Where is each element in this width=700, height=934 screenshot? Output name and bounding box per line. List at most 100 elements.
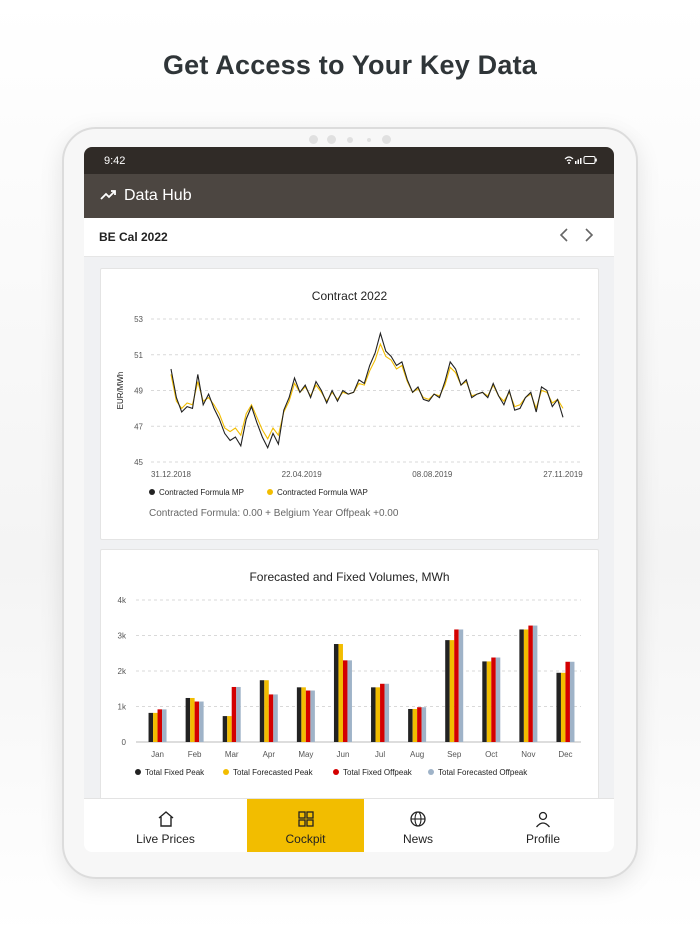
legend-label: Contracted Formula MP	[159, 488, 244, 497]
bar	[495, 657, 501, 742]
bar	[222, 716, 228, 742]
chart-title: Contract 2022	[311, 289, 388, 303]
y-tick-label: 47	[134, 422, 143, 431]
bar	[310, 690, 315, 742]
x-tick-label: Jul	[375, 750, 385, 759]
bar	[421, 707, 427, 742]
bar	[412, 708, 418, 742]
sensor-dot	[327, 135, 336, 144]
bar	[199, 701, 204, 742]
legend-item: Total Forecasted Peak	[223, 768, 313, 777]
bar	[227, 716, 232, 742]
y-tick-label: 1k	[118, 703, 127, 712]
app-bar: Data Hub	[84, 174, 614, 218]
x-tick-label: Jan	[151, 750, 164, 759]
x-tick-label: Feb	[188, 750, 202, 759]
y-tick-label: 0	[122, 738, 127, 747]
headline: Get Access to Your Key Data	[162, 50, 538, 80]
x-tick-label: Mar	[225, 750, 239, 759]
tab-live-prices[interactable]: Live Prices	[84, 799, 247, 852]
chevron-right-icon[interactable]	[583, 227, 595, 246]
status-bar: 9:42	[84, 147, 614, 174]
legend-dot	[223, 769, 229, 775]
legend-label: Contracted Formula WAP	[277, 488, 368, 497]
bar	[371, 687, 376, 742]
sensor-dot	[309, 135, 318, 144]
y-tick-label: 53	[134, 315, 143, 324]
x-tick-label: Oct	[485, 750, 498, 759]
tab-news[interactable]: News	[364, 799, 472, 852]
tab-cockpit[interactable]: Cockpit	[247, 799, 364, 852]
bar	[305, 690, 311, 742]
globe-icon	[409, 810, 427, 828]
sensor-dot	[367, 138, 371, 142]
x-tick-label: May	[298, 750, 313, 759]
bar	[408, 708, 413, 742]
app-title: Data Hub	[124, 187, 192, 204]
bar	[273, 694, 278, 742]
bar	[259, 680, 265, 742]
bar	[532, 625, 538, 742]
contract-formula: Contracted Formula: 0.00 + Belgium Year …	[149, 508, 399, 519]
legend-item: Total Forecasted Offpeak	[428, 768, 527, 777]
bar	[375, 687, 381, 742]
legend-item: Total Fixed Peak	[135, 768, 204, 777]
bar	[296, 687, 302, 742]
legend-item: Contracted Formula WAP	[267, 488, 368, 497]
legend-label: Total Fixed Offpeak	[343, 768, 412, 777]
x-tick-label: Aug	[410, 750, 424, 759]
bar	[185, 697, 191, 742]
legend-dot	[149, 489, 155, 495]
bar	[236, 686, 241, 742]
bar	[482, 661, 487, 742]
camera-dot	[347, 137, 353, 143]
bar	[190, 697, 195, 742]
y-tick-label: 45	[134, 458, 143, 467]
legend-dot	[333, 769, 339, 775]
y-axis-label: EUR/MWh	[116, 372, 125, 410]
bar	[569, 661, 575, 742]
person-icon	[534, 810, 552, 828]
legend-label: Total Fixed Peak	[145, 768, 205, 777]
x-tick-label: 31.12.2018	[151, 470, 192, 479]
bottom-tab-bar: Live Prices Cockpit News Profile	[84, 798, 614, 852]
bar	[458, 629, 464, 742]
legend-label: Total Forecasted Peak	[233, 768, 313, 777]
status-time: 9:42	[104, 155, 126, 167]
bar	[268, 694, 274, 742]
y-tick-label: 51	[134, 351, 143, 360]
bar	[342, 660, 348, 742]
sensor-dot	[382, 135, 391, 144]
bar	[491, 657, 496, 742]
legend-item: Contracted Formula MP	[149, 488, 244, 497]
x-tick-label: Nov	[521, 750, 535, 759]
bar	[301, 687, 306, 742]
bar	[445, 640, 450, 742]
tab-profile[interactable]: Profile	[472, 799, 614, 852]
volumes-chart-card: Forecasted and Fixed Volumes, MWh 0 1k 2k 3…	[100, 549, 599, 801]
wifi-signal-battery-icon	[564, 156, 597, 164]
contract-selector-bar: BE Cal 2022	[84, 218, 614, 257]
contract-name: BE Cal 2022	[99, 230, 168, 244]
bar	[333, 644, 339, 742]
bar	[560, 672, 566, 742]
tab-label: News	[402, 832, 433, 846]
bar	[556, 672, 561, 742]
x-tick-label: Jun	[337, 750, 350, 759]
bar	[157, 709, 163, 742]
status-icons	[564, 155, 598, 167]
legend-dot	[267, 489, 273, 495]
chevron-left-icon[interactable]	[558, 227, 570, 246]
bar	[565, 661, 570, 742]
bar	[148, 712, 154, 742]
series-line-wap	[170, 342, 564, 440]
bar	[264, 680, 269, 742]
bar-chart: 0 1k 2k 3k 4k Jan Feb Mar Apr May Jun Jul Aug Sep Oct N…	[118, 596, 581, 759]
y-tick-label: 3k	[118, 632, 127, 641]
bar	[519, 629, 524, 742]
bar	[528, 625, 533, 742]
bar	[486, 661, 492, 742]
y-tick-label: 49	[134, 387, 143, 396]
chart-title: Forecasted and Fixed Volumes, MWh	[249, 570, 450, 584]
bar	[380, 683, 385, 742]
